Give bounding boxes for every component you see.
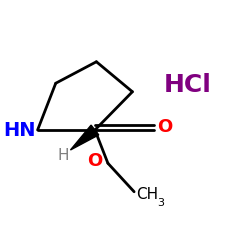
Polygon shape xyxy=(70,125,99,150)
Text: CH: CH xyxy=(136,187,159,202)
Text: H: H xyxy=(57,148,69,162)
Text: O: O xyxy=(87,152,102,170)
Text: 3: 3 xyxy=(158,198,164,208)
Text: O: O xyxy=(157,118,172,136)
Text: HN: HN xyxy=(3,120,35,140)
Text: HCl: HCl xyxy=(164,73,212,97)
